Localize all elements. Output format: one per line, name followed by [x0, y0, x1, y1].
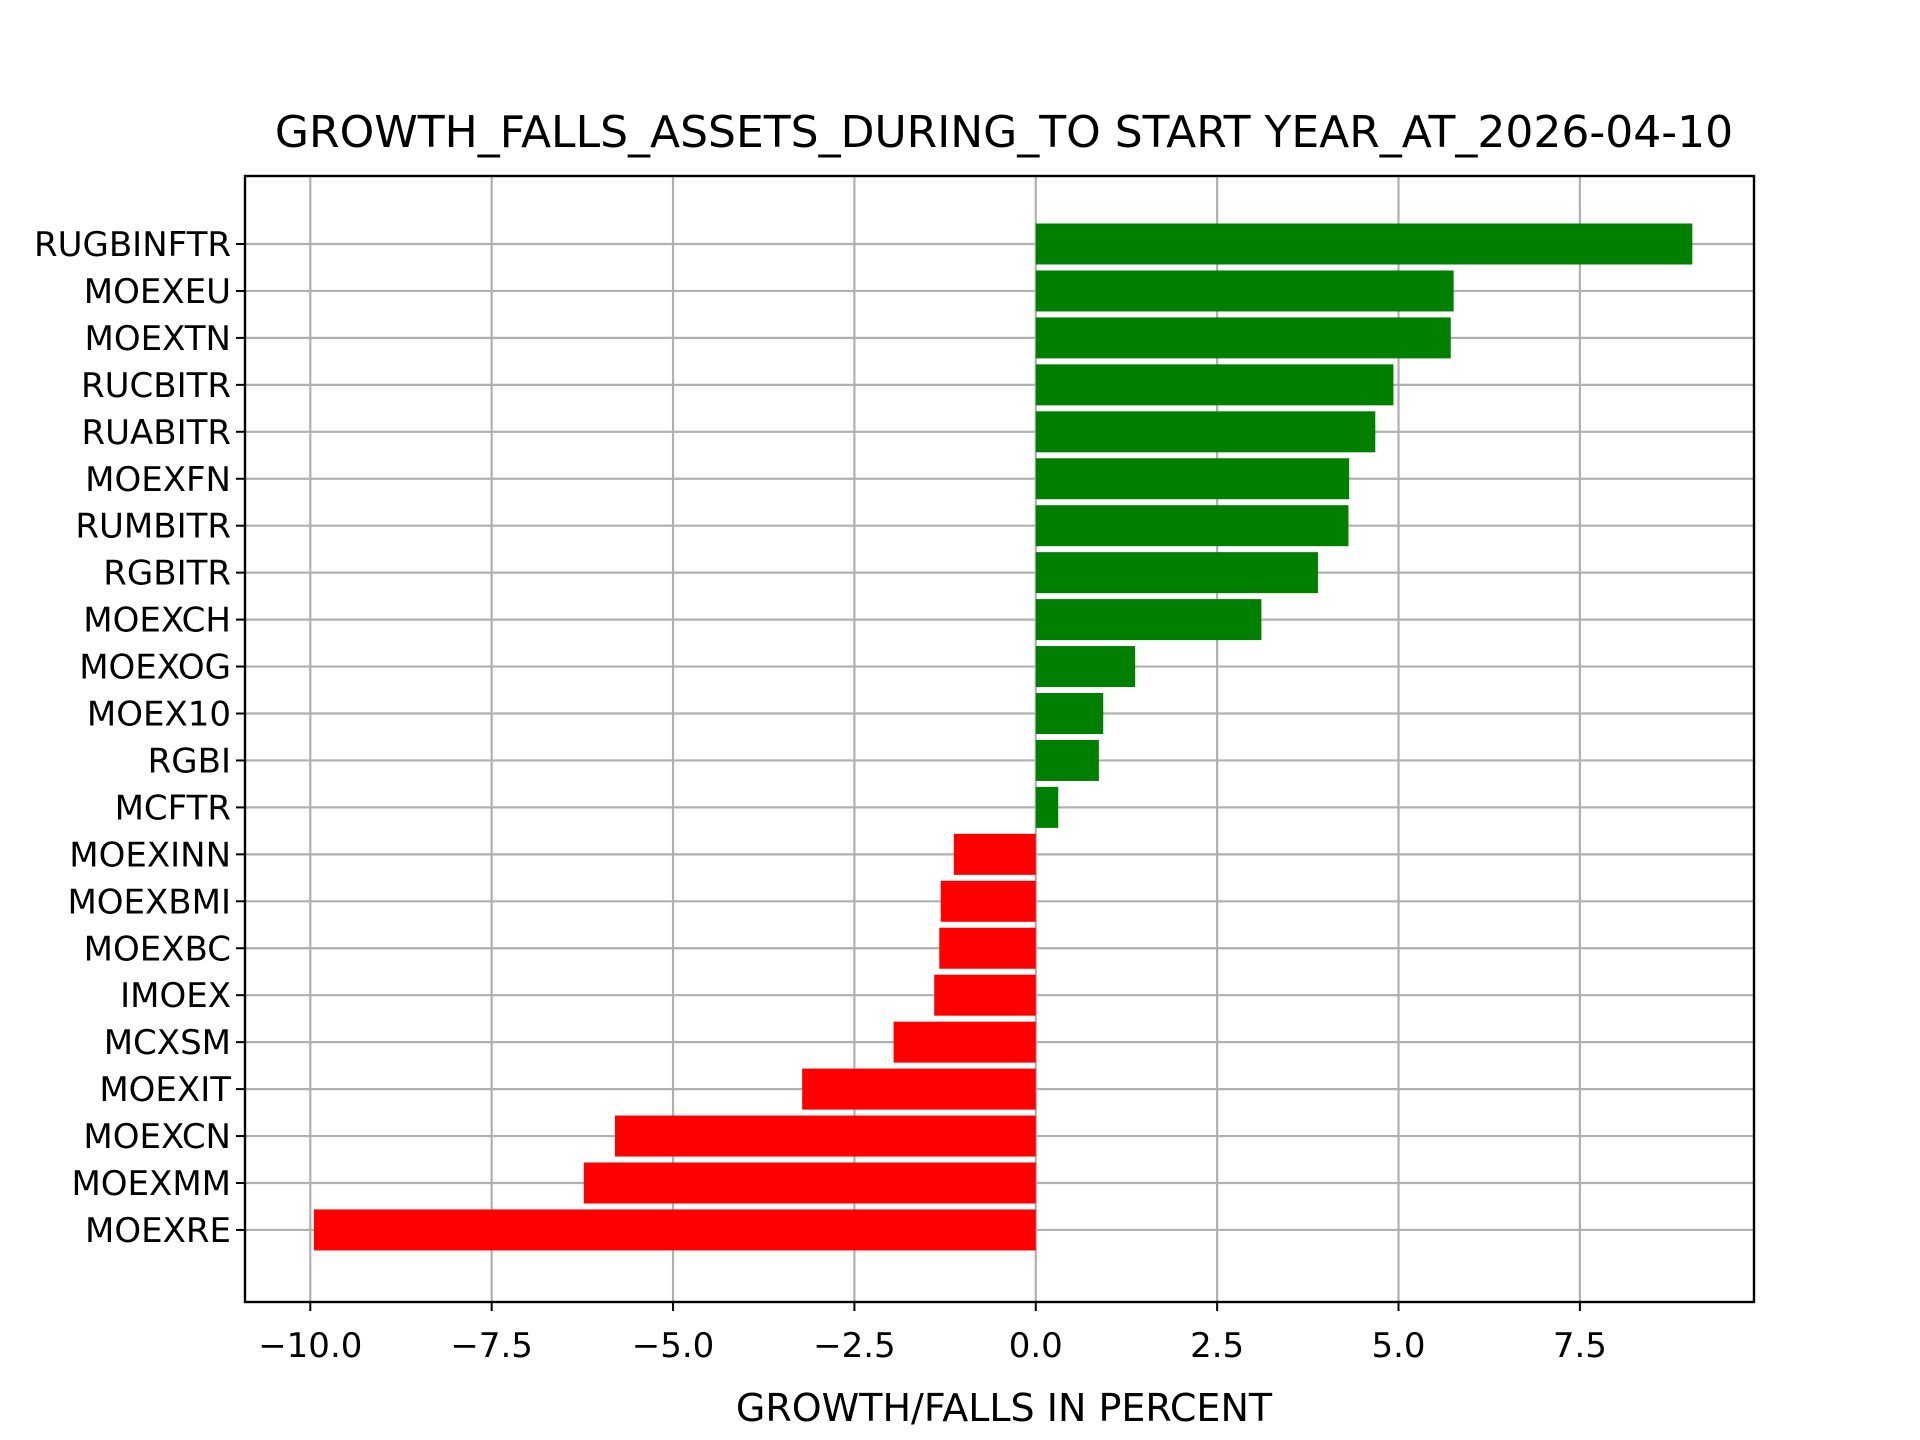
bar-rugbinftr: [1035, 223, 1693, 265]
y-tick-label: MOEXEU: [84, 272, 231, 312]
plot-frame: [243, 174, 1756, 1304]
bar-moexeu: [1035, 270, 1454, 312]
bar-moexch: [1035, 599, 1262, 641]
chart-title: GROWTH_FALLS_ASSETS_DURING_TO START YEAR…: [275, 107, 1733, 158]
x-tick-label: −5.0: [632, 1326, 715, 1366]
x-axis: −10.0 −7.5 −5.0 −2.5 0.0 2.5 5.0 7.5: [258, 1302, 1607, 1366]
y-tick-label: MOEXCH: [83, 601, 231, 641]
x-tick-label: 2.5: [1190, 1326, 1244, 1366]
y-tick-label: MOEXTN: [85, 319, 231, 359]
y-tick-label: IMOEX: [120, 976, 231, 1016]
y-tick-label: MOEXMM: [71, 1164, 231, 1204]
bars-layer: [313, 223, 1693, 1251]
bar-imoex: [934, 974, 1036, 1016]
x-tick-label: 7.5: [1553, 1326, 1607, 1366]
y-tick-label: MOEXCN: [83, 1117, 231, 1157]
bar-moextn: [1035, 317, 1451, 359]
bar-rumbitr: [1035, 505, 1349, 547]
bar-moexre: [313, 1209, 1036, 1251]
y-tick-label: MCXSM: [104, 1023, 231, 1063]
y-tick-label: MOEXINN: [69, 835, 231, 875]
x-tick-label: 0.0: [1009, 1326, 1063, 1366]
x-tick-label: −2.5: [813, 1326, 896, 1366]
bar-moexbc: [939, 927, 1036, 969]
y-tick-label: MOEXBC: [84, 929, 231, 969]
y-tick-label: MOEXFN: [85, 460, 231, 500]
bar-rgbitr: [1035, 552, 1318, 594]
x-tick-label: 5.0: [1371, 1326, 1425, 1366]
y-tick-label: RUABITR: [81, 413, 231, 453]
bar-rucbitr: [1035, 364, 1394, 406]
bar-moexinn: [953, 833, 1036, 875]
y-tick-label: MOEX10: [87, 695, 231, 735]
y-tick-label: MOEXOG: [79, 648, 231, 688]
bar-mcftr: [1035, 786, 1059, 828]
bar-moexcn: [614, 1115, 1036, 1157]
bar-moexit: [802, 1068, 1036, 1110]
y-tick-label: RUMBITR: [75, 507, 231, 547]
y-tick-label: RGBITR: [103, 554, 231, 594]
bar-moexbmi: [940, 880, 1036, 922]
y-tick-label: MOEXBMI: [67, 882, 231, 922]
bar-moexmm: [583, 1162, 1036, 1204]
y-axis: RUGBINFTR MOEXEU MOEXTN RUCBITR RUABITR MOEXF…: [34, 225, 245, 1251]
y-tick-label: MCFTR: [115, 788, 231, 828]
y-tick-label: RUGBINFTR: [34, 225, 231, 265]
y-tick-label: MOEXRE: [85, 1211, 231, 1251]
bar-moexfn: [1035, 458, 1350, 500]
bar-moexog: [1035, 646, 1136, 688]
bar-ruabitr: [1035, 411, 1376, 453]
y-tick-label: RGBI: [148, 741, 231, 781]
bar-rgbi: [1035, 739, 1099, 781]
bar-mcxsm: [893, 1021, 1036, 1063]
x-tick-label: −7.5: [450, 1326, 533, 1366]
x-tick-label: −10.0: [258, 1326, 362, 1366]
y-tick-label: MOEXIT: [99, 1070, 231, 1110]
y-tick-label: RUCBITR: [81, 366, 231, 406]
bar-moex10: [1035, 693, 1104, 734]
x-axis-label: GROWTH/FALLS IN PERCENT: [736, 1386, 1273, 1430]
